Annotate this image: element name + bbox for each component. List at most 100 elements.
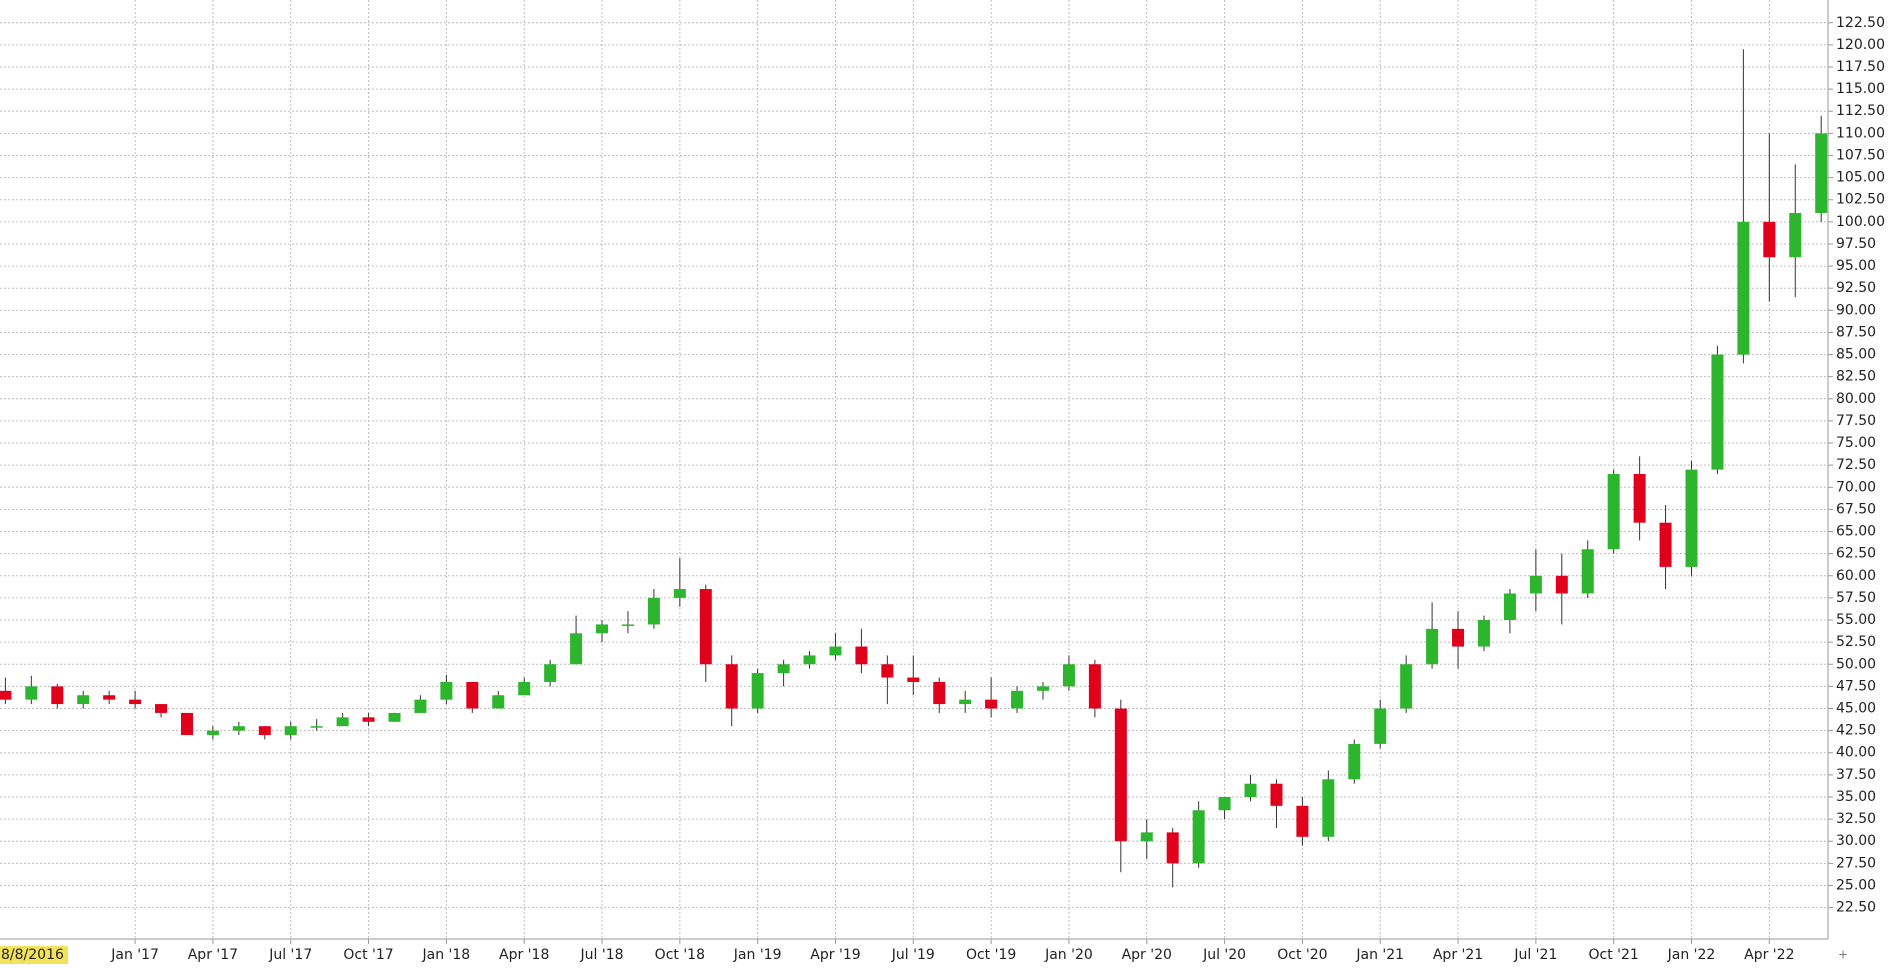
y-tick-label: 80.00 [1836, 391, 1876, 407]
y-tick-label: 75.00 [1836, 435, 1876, 451]
candle-body [1529, 575, 1542, 594]
candle-body [1244, 783, 1257, 797]
candle-body [1011, 690, 1024, 709]
candle-body [206, 730, 219, 736]
y-tick-label: 55.00 [1836, 612, 1876, 628]
candle-body [1607, 474, 1620, 550]
y-tick-label: 50.00 [1836, 656, 1876, 672]
y-tick-label: 45.00 [1836, 700, 1876, 716]
y-tick-label: 60.00 [1836, 568, 1876, 584]
candle-body [1503, 593, 1516, 621]
candle-body [1037, 686, 1049, 691]
candle-body [1114, 708, 1127, 842]
y-tick-label: 27.50 [1836, 855, 1876, 871]
candle-body [25, 686, 38, 700]
candle-body [777, 664, 790, 674]
y-tick-label: 57.50 [1836, 590, 1876, 606]
candle-body [51, 686, 64, 705]
x-tick-label: Oct '21 [1589, 947, 1639, 963]
x-tick-label: Jul '17 [268, 947, 312, 963]
y-tick-label: 92.50 [1836, 280, 1876, 296]
start-label: 8/8/2016 [1, 947, 64, 963]
y-tick-label: 72.50 [1836, 457, 1876, 473]
corner-plus: + [1838, 948, 1848, 962]
candle-body [1322, 779, 1335, 837]
candle-body [155, 704, 168, 713]
candle-body [855, 646, 868, 665]
y-tick-label: 122.50 [1836, 15, 1885, 31]
x-tick-label: Apr '22 [1744, 947, 1794, 963]
candle-body [1737, 221, 1750, 355]
y-tick-label: 32.50 [1836, 811, 1876, 827]
x-tick-label: Apr '18 [499, 947, 549, 963]
y-tick-label: 85.00 [1836, 347, 1876, 363]
y-tick-label: 95.00 [1836, 258, 1876, 274]
candle-body [1711, 354, 1724, 470]
x-tick-label: Jan '22 [1667, 947, 1716, 963]
x-tick-label: Apr '19 [810, 947, 860, 963]
candle-body [881, 664, 894, 678]
grid [0, 0, 1828, 939]
candle-body [103, 695, 116, 700]
x-tick-label: Jan '19 [733, 947, 782, 963]
y-tick-label: 117.50 [1836, 59, 1885, 75]
candle-body [1815, 133, 1828, 213]
candle-body [440, 681, 453, 700]
candle-body [362, 717, 375, 722]
candle-body [570, 633, 583, 665]
x-tick-label: Jan '18 [422, 947, 471, 963]
y-tick-label: 120.00 [1836, 37, 1885, 53]
start-label-highlight [0, 946, 68, 964]
candle-body [959, 699, 972, 705]
y-tick-label: 77.50 [1836, 413, 1876, 429]
candle-body [1789, 212, 1802, 258]
candle-body [1555, 575, 1568, 594]
candle-body [1166, 832, 1179, 864]
candle-body [129, 699, 142, 705]
y-tick-label: 107.50 [1836, 147, 1885, 163]
candle-body [466, 681, 479, 709]
candle-body [1452, 628, 1465, 647]
y-tick-label: 30.00 [1836, 833, 1876, 849]
candle-body [414, 699, 427, 713]
candle-body [388, 712, 401, 722]
x-tick-label: Jan '20 [1044, 947, 1093, 963]
candle-body [699, 589, 712, 665]
y-tick-label: 97.50 [1836, 236, 1876, 252]
y-tick-label: 65.00 [1836, 524, 1876, 540]
candle-body [310, 726, 323, 728]
candle-body [1270, 783, 1283, 806]
x-tick-label: Jan '21 [1355, 947, 1404, 963]
candle-body [1296, 805, 1309, 837]
y-tick-label: 22.50 [1836, 900, 1876, 916]
candle-body [0, 690, 12, 700]
candle-body [1062, 664, 1075, 687]
candle-body [1374, 708, 1387, 744]
candle-body [1659, 522, 1672, 567]
candle-body [1218, 796, 1231, 811]
candle-body [1426, 628, 1439, 665]
y-tick-label: 52.50 [1836, 634, 1876, 650]
candle-body [1088, 664, 1101, 709]
candle-body [933, 681, 946, 705]
candle-body [336, 717, 349, 727]
x-tick-label: Oct '20 [1277, 947, 1327, 963]
y-tick-label: 40.00 [1836, 745, 1876, 761]
y-tick-label: 70.00 [1836, 479, 1876, 495]
candle-body [1348, 743, 1361, 780]
x-tick-label: Jan '17 [110, 947, 159, 963]
y-tick-label: 100.00 [1836, 214, 1885, 230]
candle-body [725, 664, 738, 709]
y-tick-label: 62.50 [1836, 546, 1876, 562]
candle-body [544, 664, 557, 682]
candle-body [258, 726, 271, 736]
x-tick-label: Apr '17 [188, 947, 238, 963]
y-tick-label: 115.00 [1836, 81, 1885, 97]
x-tick-label: Jul '21 [1513, 947, 1557, 963]
y-tick-label: 37.50 [1836, 767, 1876, 783]
candle-body [518, 681, 531, 696]
candle-body [492, 695, 505, 709]
y-tick-label: 42.50 [1836, 723, 1876, 739]
candle-body [1477, 620, 1490, 647]
y-tick-label: 90.00 [1836, 302, 1876, 318]
